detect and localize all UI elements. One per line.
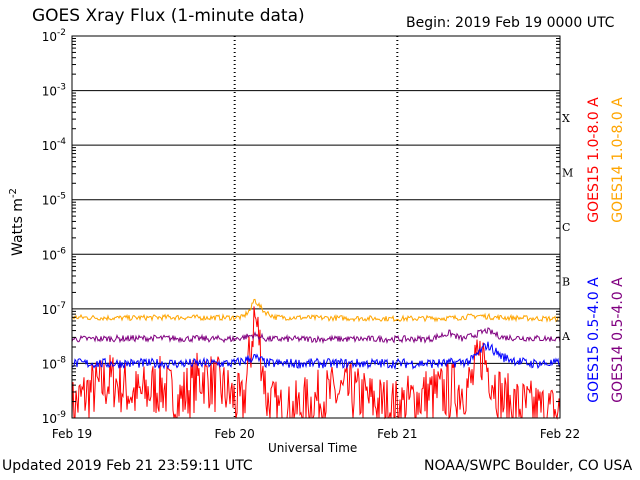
plot-frame (71, 35, 561, 419)
x-tick-label: Feb 22 (540, 427, 580, 441)
y-tick-label: 10-7 (42, 301, 66, 317)
grid-layer (72, 36, 560, 418)
flare-class-label: C (562, 221, 570, 234)
y-tick-label: 10-5 (42, 192, 66, 208)
y-axis-title-text: Watts m (10, 198, 26, 256)
flare-class-label: M (562, 166, 573, 179)
svg-text:Watts m-2: Watts m-2 (8, 188, 26, 256)
x-tick-label: Feb 21 (377, 427, 417, 441)
x-tick-label: Feb 19 (52, 427, 92, 441)
series-line-2 (71, 341, 561, 371)
legend-entry: GOES15 1.0-8.0 A (586, 97, 602, 223)
legend-entry: GOES14 0.5-4.0 A (610, 277, 626, 403)
legend-entry: GOES14 1.0-8.0 A (610, 97, 626, 223)
legend: GOES15 1.0-8.0 A GOES14 1.0-8.0 A GOES15 0… (586, 97, 626, 403)
y-tick-label: 10-2 (42, 28, 66, 44)
flare-class-label: A (561, 330, 571, 343)
begin-timestamp: Begin: 2019 Feb 19 0000 UTC (406, 15, 615, 31)
y-tick-label: 10-9 (42, 410, 67, 426)
x-axis-title: Universal Time (268, 441, 358, 455)
y-tick-label: 10-4 (42, 137, 67, 153)
x-tick-label: Feb 20 (214, 427, 254, 441)
series-line-3 (71, 327, 561, 345)
series-layer (71, 298, 561, 420)
credit-line: NOAA/SWPC Boulder, CO USA (424, 458, 633, 474)
updated-timestamp: Updated 2019 Feb 21 23:59:11 UTC (2, 458, 253, 474)
y-tick-label: 10-8 (42, 355, 67, 371)
flare-class-label: B (562, 276, 570, 289)
flare-class-label: X (562, 112, 570, 125)
chart-title: GOES Xray Flux (1-minute data) (32, 6, 305, 26)
series-line-1 (71, 298, 561, 323)
series-line-0 (71, 306, 561, 420)
y-axis-title: Watts m-2 (8, 188, 26, 256)
y-tick-label: 10-3 (42, 83, 66, 99)
y-tick-label: 10-6 (42, 246, 67, 262)
legend-entry: GOES15 0.5-4.0 A (586, 277, 602, 403)
y-axis-title-exponent: -2 (8, 188, 19, 198)
